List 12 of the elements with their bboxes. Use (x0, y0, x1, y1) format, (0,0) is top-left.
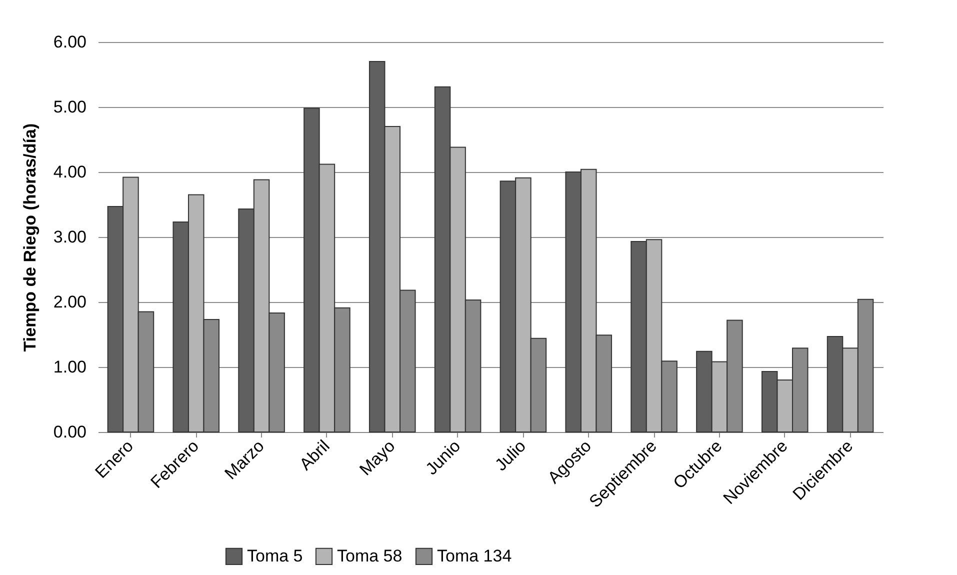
y-tick-label: 3.00 (53, 228, 86, 246)
x-tick-label: Julio (491, 436, 530, 475)
legend-label: Toma 134 (437, 546, 512, 566)
y-axis-title: Tiempo de Riego (horas/día) (20, 123, 40, 352)
legend-label: Toma 5 (247, 546, 303, 566)
legend-label: Toma 58 (337, 546, 402, 566)
y-tick-label: 1.00 (53, 358, 86, 376)
y-tick-label: 4.00 (53, 162, 86, 182)
y-tick-label: 0.00 (53, 422, 86, 442)
y-tick-label: 2.00 (53, 292, 86, 312)
y-tick-label: 6.00 (53, 32, 86, 52)
y-tick-label: 5.00 (53, 98, 86, 116)
